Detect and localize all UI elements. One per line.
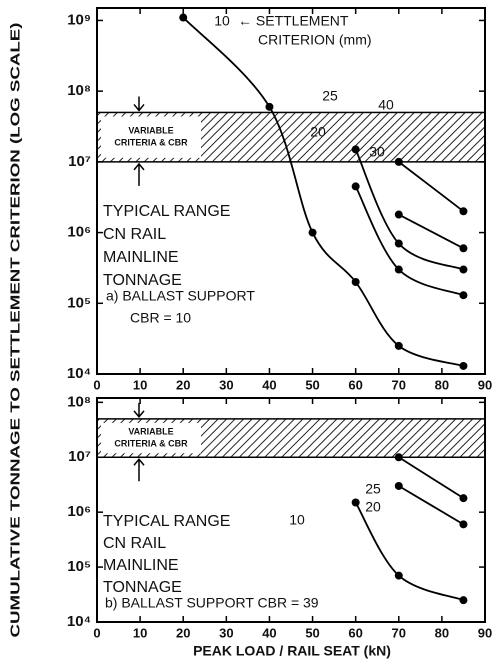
- series-label: 25: [365, 481, 381, 497]
- data-point: [394, 157, 403, 166]
- x-axis-label: PEAK LOAD / RAIL SEAT (kN): [193, 643, 391, 659]
- y-tick-label: 10⁹: [67, 11, 91, 28]
- range-label: TONNAGE: [103, 579, 182, 596]
- data-point: [394, 481, 403, 490]
- curve: [354, 149, 464, 271]
- band-label: VARIABLE: [128, 426, 173, 436]
- x-tick-label: 50: [305, 377, 319, 392]
- panel-label: a) BALLAST SUPPORT: [106, 288, 255, 304]
- data-point: [265, 102, 274, 111]
- x-tick-label: 60: [348, 625, 362, 640]
- x-tick-label: 40: [262, 625, 276, 640]
- data-point: [394, 210, 403, 219]
- range-label: MAINLINE: [103, 557, 179, 574]
- band-label-box: [101, 116, 201, 158]
- data-point: [459, 520, 468, 529]
- curve: [398, 456, 464, 499]
- x-tick-label: 10: [133, 625, 147, 640]
- curve: [398, 161, 464, 213]
- x-tick-label: 0: [93, 377, 100, 392]
- data-point: [459, 207, 468, 216]
- curve: [398, 213, 464, 250]
- curve: [354, 502, 464, 601]
- series-label: 25: [322, 88, 338, 104]
- band-label: VARIABLE: [128, 126, 173, 136]
- data-point: [394, 453, 403, 462]
- plot-frame: [96, 397, 486, 623]
- x-tick-label: 30: [219, 625, 233, 640]
- x-tick-label: 70: [392, 625, 406, 640]
- arrow: [133, 458, 145, 482]
- range-label: CN RAIL: [103, 226, 166, 243]
- data-point: [459, 291, 468, 300]
- data-point: [351, 498, 360, 507]
- series-label: 20: [310, 124, 326, 140]
- x-tick-label: 90: [478, 625, 492, 640]
- range-label: TONNAGE: [103, 272, 182, 289]
- x-tick-label: 0: [93, 625, 100, 640]
- y-axis-label: CUMULATIVE TONNAGE TO SETTLEMENT CRITERI…: [7, 23, 22, 638]
- x-tick-label: 50: [305, 625, 319, 640]
- data-point: [459, 265, 468, 274]
- series-label: 40: [378, 97, 394, 113]
- x-tick-label: 60: [348, 377, 362, 392]
- data-point: [308, 228, 317, 237]
- curve: [182, 16, 464, 367]
- data-point: [179, 13, 188, 22]
- series-label: 10: [214, 13, 230, 29]
- data-point: [351, 145, 360, 154]
- arrow: [133, 402, 145, 419]
- panel-label: b) BALLAST SUPPORT CBR = 39: [105, 595, 319, 611]
- curve: [398, 485, 464, 526]
- series-label: 30: [369, 144, 385, 160]
- range-label: TYPICAL RANGE: [103, 513, 230, 530]
- data-point: [459, 244, 468, 253]
- data-point: [459, 361, 468, 370]
- range-label: CN RAIL: [103, 535, 166, 552]
- x-tick-label: 30: [219, 377, 233, 392]
- criterion-label: CRITERION (mm): [258, 32, 372, 48]
- x-tick-label: 80: [435, 625, 449, 640]
- band-label: CRITERIA & CBR: [114, 438, 188, 448]
- x-tick-label: 20: [176, 625, 190, 640]
- data-point: [351, 182, 360, 191]
- data-point: [394, 341, 403, 350]
- arrow: [133, 162, 145, 186]
- data-point: [459, 596, 468, 605]
- series-label: 10: [289, 512, 305, 528]
- x-tick-label: 20: [176, 377, 190, 392]
- plot-frame: [96, 7, 486, 375]
- y-tick-label: 10⁵: [67, 558, 91, 575]
- data-point: [394, 571, 403, 580]
- y-tick-label: 10⁸: [67, 393, 91, 410]
- data-point: [351, 278, 360, 287]
- criterion-label: ← SETTLEMENT: [238, 13, 349, 29]
- x-tick-label: 80: [435, 377, 449, 392]
- y-tick-label: 10⁵: [67, 294, 91, 311]
- series-label: 20: [365, 499, 381, 515]
- data-point: [459, 494, 468, 503]
- y-tick-label: 10⁴: [67, 613, 91, 630]
- x-tick-label: 10: [133, 377, 147, 392]
- data-point: [394, 239, 403, 248]
- range-label: MAINLINE: [103, 249, 179, 266]
- range-label: TYPICAL RANGE: [103, 203, 230, 220]
- data-point: [394, 265, 403, 274]
- y-tick-label: 10⁷: [68, 153, 91, 170]
- y-tick-label: 10⁷: [68, 448, 91, 465]
- y-tick-label: 10⁶: [67, 503, 91, 520]
- y-tick-label: 10⁶: [67, 224, 91, 241]
- y-tick-label: 10⁸: [67, 82, 91, 99]
- y-tick-label: 10⁴: [67, 365, 91, 382]
- panel-label: CBR = 10: [130, 310, 191, 326]
- band-label-box: [101, 422, 201, 454]
- x-tick-label: 40: [262, 377, 276, 392]
- x-tick-label: 70: [392, 377, 406, 392]
- band-label: CRITERIA & CBR: [114, 138, 188, 148]
- x-tick-label: 90: [478, 377, 492, 392]
- arrow: [133, 96, 145, 112]
